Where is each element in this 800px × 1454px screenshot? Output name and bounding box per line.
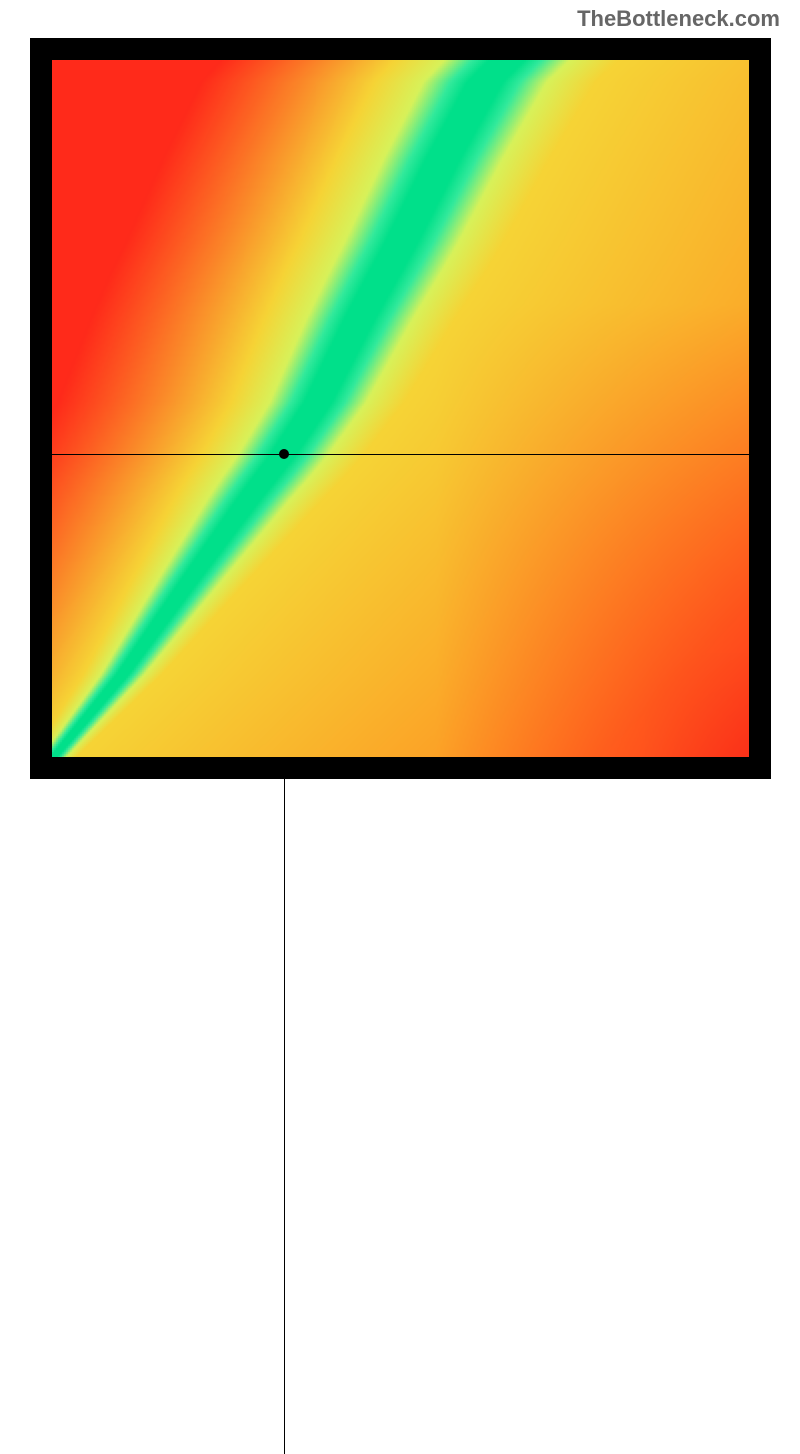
heatmap-canvas [52, 60, 749, 757]
crosshair-vertical [284, 757, 285, 1454]
plot-frame [30, 38, 771, 779]
crosshair-marker [279, 449, 289, 459]
root: TheBottleneck.com [0, 0, 800, 800]
crosshair-horizontal [52, 454, 749, 455]
plot-inner [52, 60, 749, 757]
watermark-text: TheBottleneck.com [577, 6, 780, 32]
